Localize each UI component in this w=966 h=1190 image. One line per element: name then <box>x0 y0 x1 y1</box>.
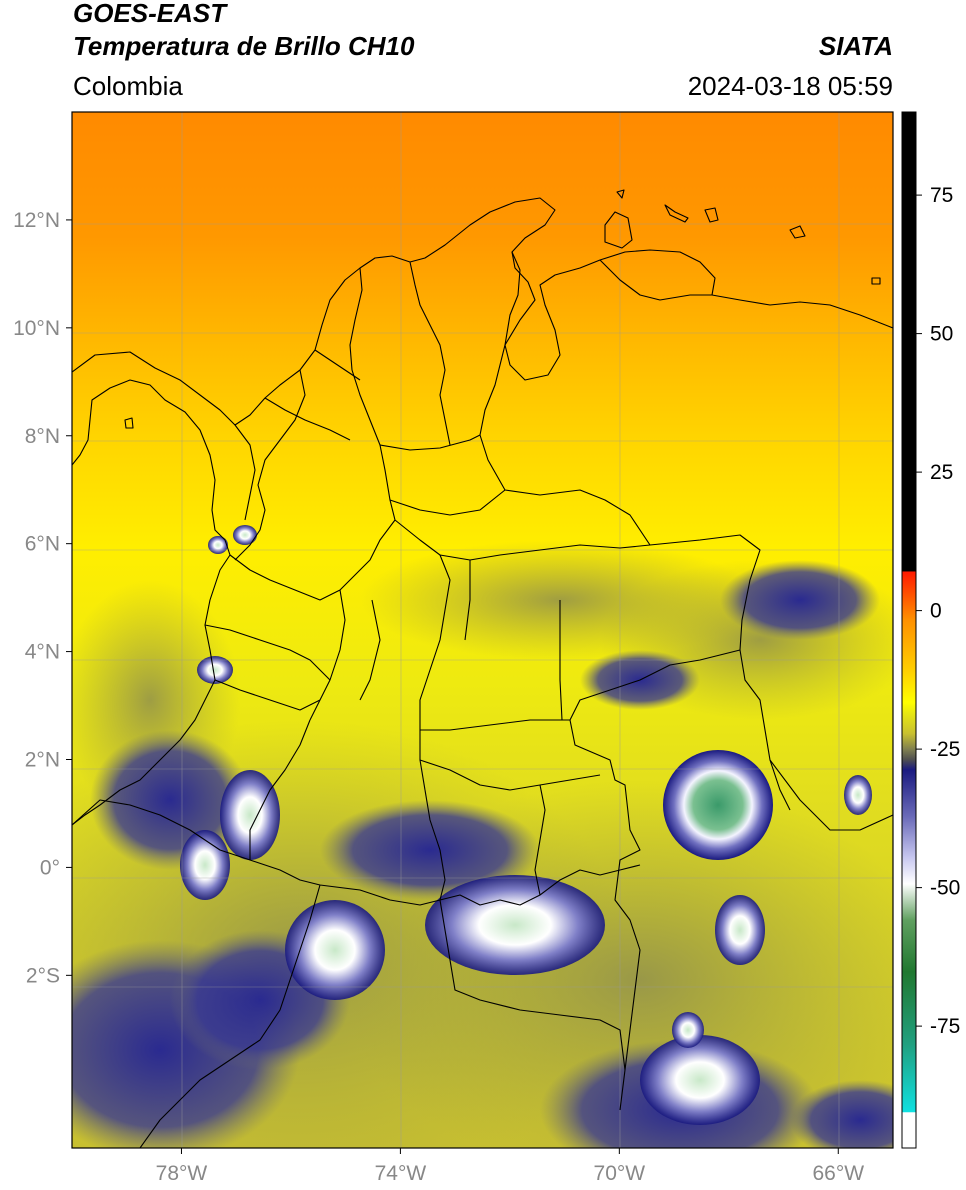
colorbar-tick-label: 25 <box>930 461 953 484</box>
colorbar-tick-label: 50 <box>930 323 953 346</box>
colorbar-scale <box>902 112 916 1148</box>
lon-tick-label: 74°W <box>375 1162 427 1185</box>
lat-tick-label: 12°N <box>13 209 60 232</box>
lat-tick-label: 6°N <box>25 533 60 556</box>
source-label: SIATA <box>818 31 893 61</box>
lon-tick-label: 66°W <box>812 1162 864 1185</box>
colorbar-frame <box>901 111 917 1149</box>
satellite-imagery <box>72 112 893 1148</box>
lat-tick-label: 2°S <box>26 964 60 987</box>
map-frame <box>71 111 894 1149</box>
datetime-label: 2024-03-18 05:59 <box>687 71 893 101</box>
political-borders <box>72 189 893 1148</box>
colorbar-axis: 75 50 25 0 -25 -50 -75 <box>916 184 960 1038</box>
colorbar-tick-label: -50 <box>930 877 960 900</box>
lat-tick-label: 10°N <box>13 317 60 340</box>
lat-tick-label: 8°N <box>25 425 60 448</box>
colorbar-tick-label: -75 <box>930 1015 960 1038</box>
lat-tick-label: 2°N <box>25 749 60 772</box>
graticule <box>72 112 893 1148</box>
region-label: Colombia <box>73 71 183 101</box>
satellite-title: GOES-EAST <box>73 0 227 28</box>
colorbar-tick-label: 0 <box>930 600 942 623</box>
colorbar-tick-label: -25 <box>930 738 960 761</box>
lat-tick-label: 0° <box>40 856 60 879</box>
lon-tick-label: 70°W <box>594 1162 646 1185</box>
lat-tick-label: 4°N <box>25 641 60 664</box>
lat-axis: 12°N 10°N 8°N 6°N 4°N 2°N 0° 2°S <box>13 209 72 987</box>
product-title: Temperatura de Brillo CH10 <box>73 31 415 61</box>
lon-tick-label: 78°W <box>156 1162 208 1185</box>
colorbar-tick-label: 75 <box>930 184 953 207</box>
lon-axis: 78°W 74°W 70°W 66°W <box>156 1148 864 1185</box>
